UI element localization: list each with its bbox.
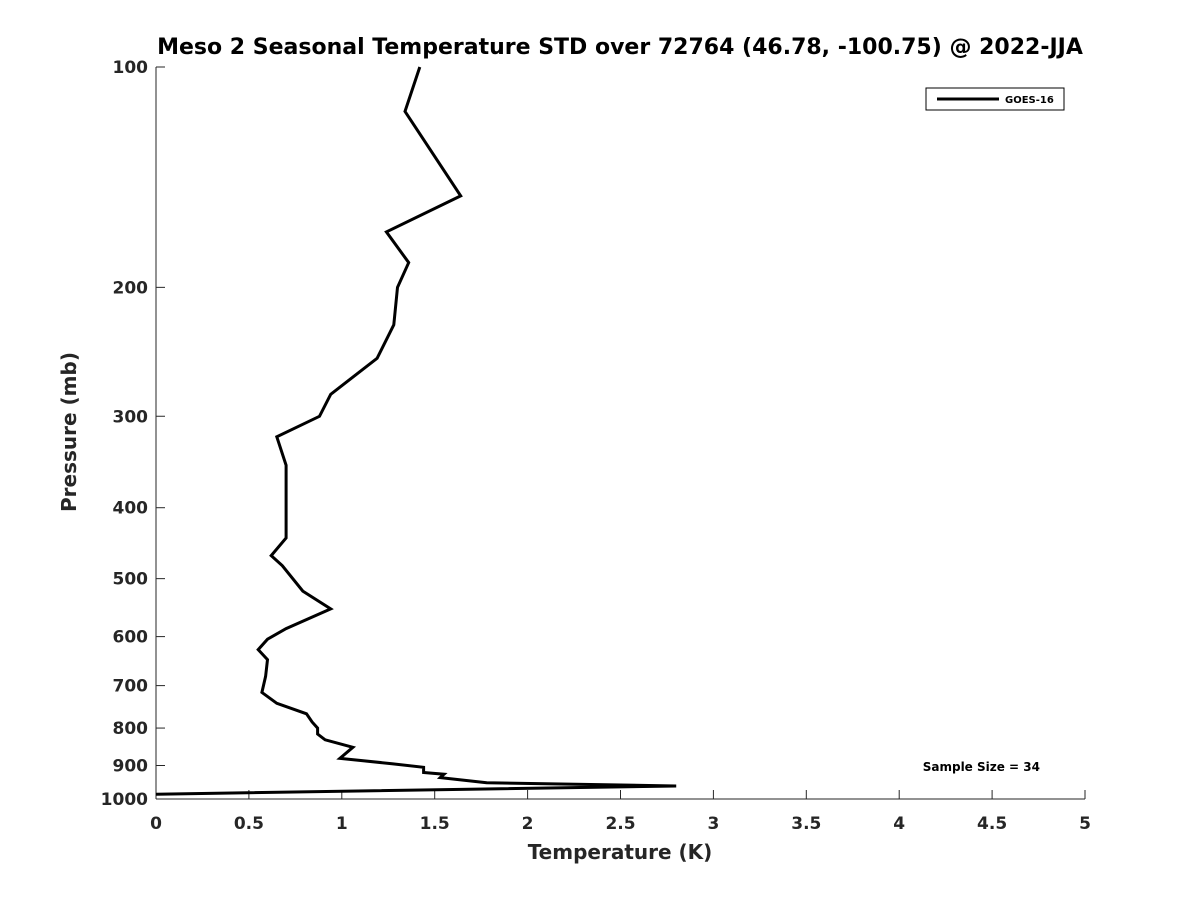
y-tick-label: 400 bbox=[113, 499, 149, 519]
y-tick-label: 1000 bbox=[101, 790, 148, 810]
series-line-goes-16 bbox=[155, 66, 677, 796]
x-tick-label: 3 bbox=[707, 814, 719, 834]
x-tick-label: 2.5 bbox=[605, 814, 635, 834]
x-axis-label: Temperature (K) bbox=[528, 840, 713, 864]
x-tick-label: 4.5 bbox=[977, 814, 1007, 834]
y-tick-label: 500 bbox=[113, 570, 149, 590]
x-tick-label: 4 bbox=[893, 814, 905, 834]
x-tick-label: 2 bbox=[522, 814, 534, 834]
x-tick-label: 1.5 bbox=[420, 814, 450, 834]
y-tick-label: 900 bbox=[113, 757, 149, 777]
y-axis-label: Pressure (mb) bbox=[57, 352, 81, 512]
x-tick-label: 1 bbox=[336, 814, 348, 834]
x-tick-label: 0.5 bbox=[234, 814, 264, 834]
legend: GOES-16 bbox=[925, 87, 1065, 111]
y-tick-label: 700 bbox=[113, 677, 149, 697]
y-tick-label: 100 bbox=[113, 58, 149, 78]
chart-title: Meso 2 Seasonal Temperature STD over 727… bbox=[157, 35, 1083, 60]
y-tick-label: 200 bbox=[113, 278, 149, 298]
x-tick-label: 0 bbox=[150, 814, 162, 834]
y-tick-label: 600 bbox=[113, 628, 149, 648]
x-tick-label: 3.5 bbox=[791, 814, 821, 834]
x-tick-label: 5 bbox=[1079, 814, 1091, 834]
y-tick-label: 300 bbox=[113, 407, 149, 427]
y-tick-label: 800 bbox=[113, 719, 149, 739]
sample-size-annotation: Sample Size = 34 bbox=[923, 760, 1040, 774]
legend-label: GOES-16 bbox=[1005, 95, 1054, 106]
plot-area: 0 0.5 1 1.5 2 2.5 3 3.5 4 4.5 5 100 200 300 400 500 600 7… bbox=[101, 58, 1091, 834]
